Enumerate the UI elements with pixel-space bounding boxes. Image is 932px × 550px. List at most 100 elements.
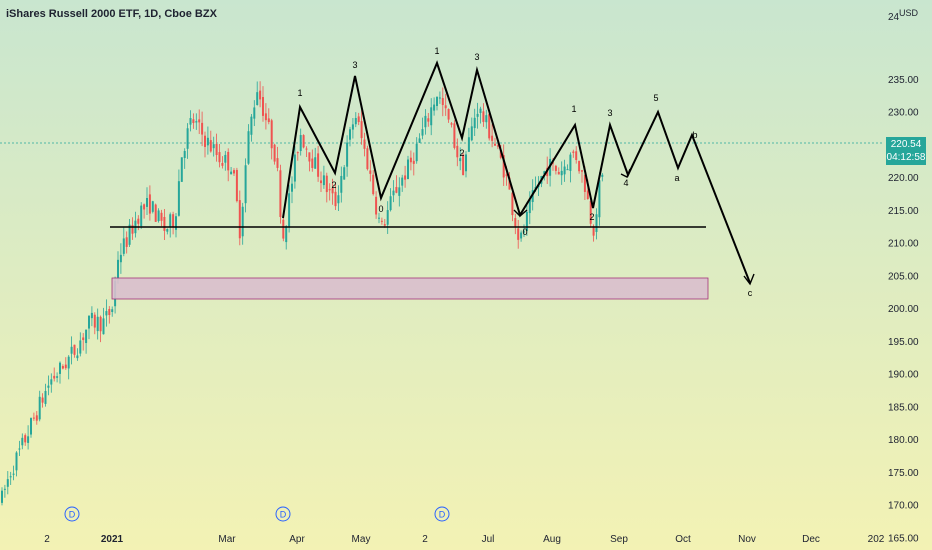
candle-body bbox=[119, 254, 122, 263]
x-tick-label: May bbox=[352, 534, 371, 545]
candle-body bbox=[409, 157, 412, 163]
candle-body bbox=[343, 167, 346, 180]
candle-body bbox=[401, 177, 404, 186]
x-axis: 2 2021 Mar Apr May 2 Jul Aug Sep Oct Nov Dec 202 bbox=[44, 534, 885, 545]
wave-labels: 1 2 3 0 1 2 3 0 1 2 3 4 5 a b c bbox=[297, 46, 752, 298]
y-tick-label: 175.00 bbox=[888, 468, 919, 479]
candle-body bbox=[349, 129, 351, 140]
x-tick-label: Jul bbox=[482, 534, 495, 545]
candle-body bbox=[157, 210, 160, 222]
candle-body bbox=[398, 187, 401, 196]
candle-body bbox=[206, 137, 209, 146]
candle-body bbox=[96, 316, 99, 332]
candle-body bbox=[505, 174, 508, 176]
candle-body bbox=[224, 154, 227, 163]
candle-body bbox=[192, 119, 195, 123]
candle-body bbox=[404, 175, 407, 180]
candle-body bbox=[340, 175, 343, 193]
candle-body bbox=[108, 308, 111, 316]
dividend-marker[interactable] bbox=[275, 506, 291, 522]
demand-zone[interactable] bbox=[111, 277, 709, 300]
candle-body bbox=[354, 118, 357, 125]
candle-body bbox=[172, 214, 175, 228]
candle-body bbox=[331, 187, 334, 194]
candle-body bbox=[325, 175, 328, 193]
candle-body bbox=[32, 417, 35, 419]
y-axis: 165.00 170.00 175.00 180.00 185.00 190.00 195.… bbox=[888, 12, 919, 544]
candle-body bbox=[73, 344, 76, 355]
last-price-tag: 220.54 04:12:58 bbox=[886, 137, 926, 165]
candle-body bbox=[508, 177, 511, 190]
candle-body bbox=[575, 151, 578, 160]
wave-label: 0 bbox=[378, 204, 383, 214]
candle-body bbox=[6, 479, 9, 487]
candle-body bbox=[479, 108, 482, 113]
candle-body bbox=[56, 376, 59, 378]
candle-body bbox=[595, 214, 598, 232]
candle-body bbox=[525, 211, 528, 232]
wave-label: 1 bbox=[571, 104, 576, 114]
x-tick-label: 2021 bbox=[101, 534, 124, 545]
candle-body bbox=[520, 232, 523, 239]
candle-body bbox=[305, 148, 308, 150]
wave-label: c bbox=[748, 288, 753, 298]
candle-body bbox=[88, 315, 90, 329]
y-tick-label: 200.00 bbox=[888, 304, 919, 315]
candle-body bbox=[592, 226, 595, 236]
wave-label: 1 bbox=[297, 88, 302, 98]
wave-arrowhead-4 bbox=[620, 168, 631, 178]
candle-body bbox=[41, 397, 44, 403]
candle-body bbox=[328, 189, 331, 191]
candle-body bbox=[270, 120, 273, 149]
y-tick-label: 205.00 bbox=[888, 271, 919, 282]
candle-body bbox=[557, 171, 560, 175]
dividend-marker[interactable] bbox=[64, 506, 80, 522]
candle-body bbox=[137, 218, 140, 224]
currency-label: USD bbox=[899, 8, 919, 18]
candle-body bbox=[160, 212, 163, 221]
candle-body bbox=[204, 135, 206, 147]
candle-body bbox=[90, 312, 93, 319]
candle-body bbox=[212, 144, 215, 149]
candle-body bbox=[35, 415, 38, 421]
candle-body bbox=[215, 143, 218, 156]
wave-label: 5 bbox=[653, 93, 658, 103]
candle-body bbox=[581, 170, 583, 172]
wave-path[interactable] bbox=[282, 60, 751, 284]
y-tick-label: 220.00 bbox=[888, 173, 919, 184]
candle-body bbox=[383, 224, 386, 226]
wave-arrowhead bbox=[743, 273, 755, 286]
candle-body bbox=[372, 174, 375, 195]
candle-body bbox=[30, 418, 32, 435]
candle-body bbox=[552, 162, 554, 164]
candle-body bbox=[389, 196, 392, 211]
candle-body bbox=[79, 340, 82, 354]
candle-body bbox=[418, 138, 421, 143]
candle-body bbox=[47, 385, 50, 388]
last-price: 220.54 bbox=[890, 139, 922, 150]
candle-body bbox=[502, 155, 505, 178]
candle-body bbox=[85, 329, 88, 344]
candle-body bbox=[201, 122, 204, 135]
candle-body bbox=[320, 180, 322, 184]
candle-body bbox=[436, 96, 438, 107]
candle-body bbox=[235, 169, 238, 202]
candle-body bbox=[21, 437, 24, 446]
wave-arrowhead-bottom bbox=[513, 209, 528, 217]
candle-body bbox=[264, 113, 267, 121]
candle-body bbox=[488, 113, 491, 139]
candle-body bbox=[53, 375, 56, 379]
candle-body bbox=[392, 190, 395, 196]
candle-body bbox=[453, 123, 456, 148]
candle-body bbox=[61, 366, 64, 369]
candle-body bbox=[146, 198, 148, 207]
candle-body bbox=[64, 364, 67, 369]
dividend-marker[interactable] bbox=[434, 506, 450, 522]
wave-label: 3 bbox=[474, 52, 479, 62]
y-tick-label: 210.00 bbox=[888, 239, 919, 250]
candle-body bbox=[427, 118, 430, 122]
candle-body bbox=[311, 158, 314, 168]
candle-body bbox=[578, 160, 581, 172]
candle-body bbox=[572, 151, 575, 153]
